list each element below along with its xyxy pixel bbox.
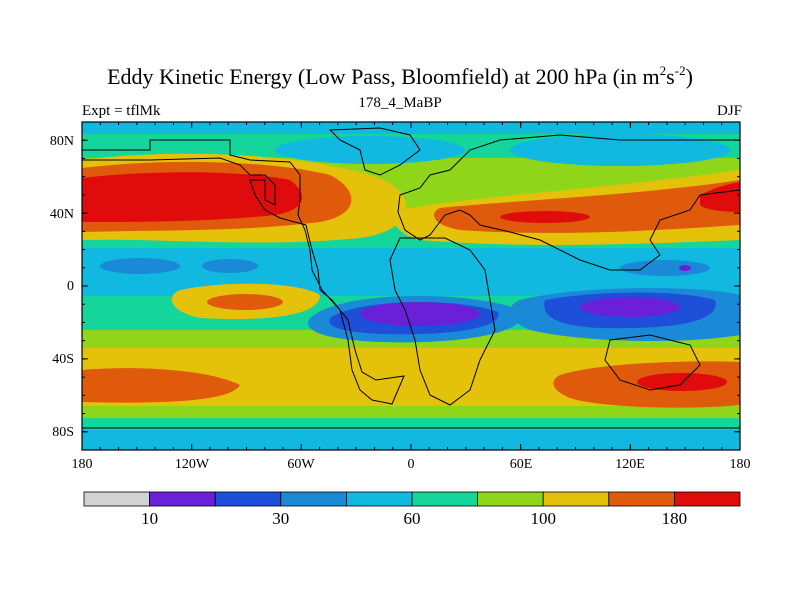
polar-cyan-blob xyxy=(275,136,465,164)
south-red-east xyxy=(637,373,727,391)
y-tick-label: 40N xyxy=(49,207,74,222)
colorbar-box xyxy=(674,491,741,507)
x-tick-label: 180 xyxy=(729,457,751,472)
x-tick-label: 0 xyxy=(407,457,415,472)
y-tick-label: 0 xyxy=(67,279,74,294)
colorbar-box xyxy=(149,491,216,507)
band-south-cap xyxy=(82,430,740,450)
colorbar-box xyxy=(411,491,478,507)
arctic-cyan-blob xyxy=(510,134,730,166)
y-tick-label: 40S xyxy=(52,352,74,367)
pacific-tropical-blue-2 xyxy=(202,259,258,273)
colorbar-box xyxy=(83,491,150,507)
colorbar-box xyxy=(608,491,675,507)
contour-field xyxy=(82,122,740,450)
eurasia-red-core xyxy=(500,211,590,223)
colorbar-box xyxy=(280,491,347,507)
colorbar-box xyxy=(542,491,610,507)
x-tick-label: 120E xyxy=(615,457,645,472)
indian-purple xyxy=(580,297,680,317)
y-tick-label: 80S xyxy=(52,425,74,440)
x-tick-label: 120W xyxy=(174,457,210,472)
coastlines xyxy=(82,127,740,429)
y-tick-label: 80N xyxy=(49,134,74,149)
run-id-label: 178_4_MaBP xyxy=(358,95,442,111)
x-tick-label: 60W xyxy=(287,457,315,472)
spacific-orange xyxy=(207,294,283,310)
north-america-coast xyxy=(82,139,405,405)
eurasia-coast xyxy=(397,134,740,271)
asia-blue-patch xyxy=(620,260,710,276)
colorbar-label: 10 xyxy=(141,509,159,528)
pacific-red xyxy=(82,172,302,222)
season-label: DJF xyxy=(716,103,742,119)
x-tick-label: 60E xyxy=(509,457,533,472)
south-orange-west xyxy=(82,368,240,403)
asia-purple-dot xyxy=(679,265,691,271)
axis-ticks xyxy=(81,121,741,451)
colorbar xyxy=(83,491,741,507)
colorbar-box xyxy=(477,491,544,507)
africa-purple xyxy=(360,302,480,326)
pacific-tropical-blue xyxy=(100,258,180,274)
dateline-red xyxy=(700,182,740,212)
pacific-red-edge xyxy=(82,183,90,221)
africa-coast xyxy=(389,237,496,406)
x-tick-label: 180 xyxy=(71,457,93,472)
colorbar-label: 180 xyxy=(661,509,688,528)
colorbar-label: 100 xyxy=(530,509,556,528)
experiment-label: Expt = tflMk xyxy=(82,103,161,119)
colorbar-label: 30 xyxy=(272,509,290,528)
colorbar-box xyxy=(214,491,282,507)
colorbar-label: 60 xyxy=(403,509,421,528)
colorbar-box xyxy=(345,491,413,507)
greenland-coast xyxy=(328,127,421,176)
australia-coast xyxy=(604,334,701,391)
plot-title: Eddy Kinetic Energy (Low Pass, Bloomfiel… xyxy=(107,63,693,89)
